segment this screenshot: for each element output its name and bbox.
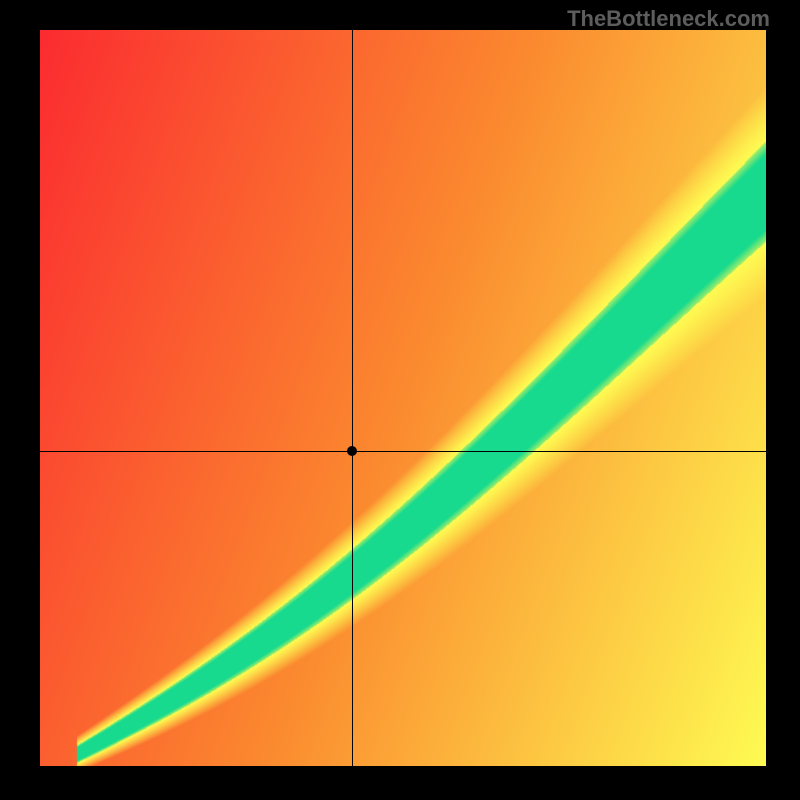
heatmap-canvas bbox=[40, 30, 766, 766]
crosshair-marker bbox=[347, 446, 357, 456]
crosshair-horizontal bbox=[40, 451, 766, 452]
chart-outer-frame bbox=[0, 0, 800, 800]
heatmap-plot-area bbox=[40, 30, 766, 766]
crosshair-vertical bbox=[352, 30, 353, 766]
watermark-text: TheBottleneck.com bbox=[567, 6, 770, 32]
